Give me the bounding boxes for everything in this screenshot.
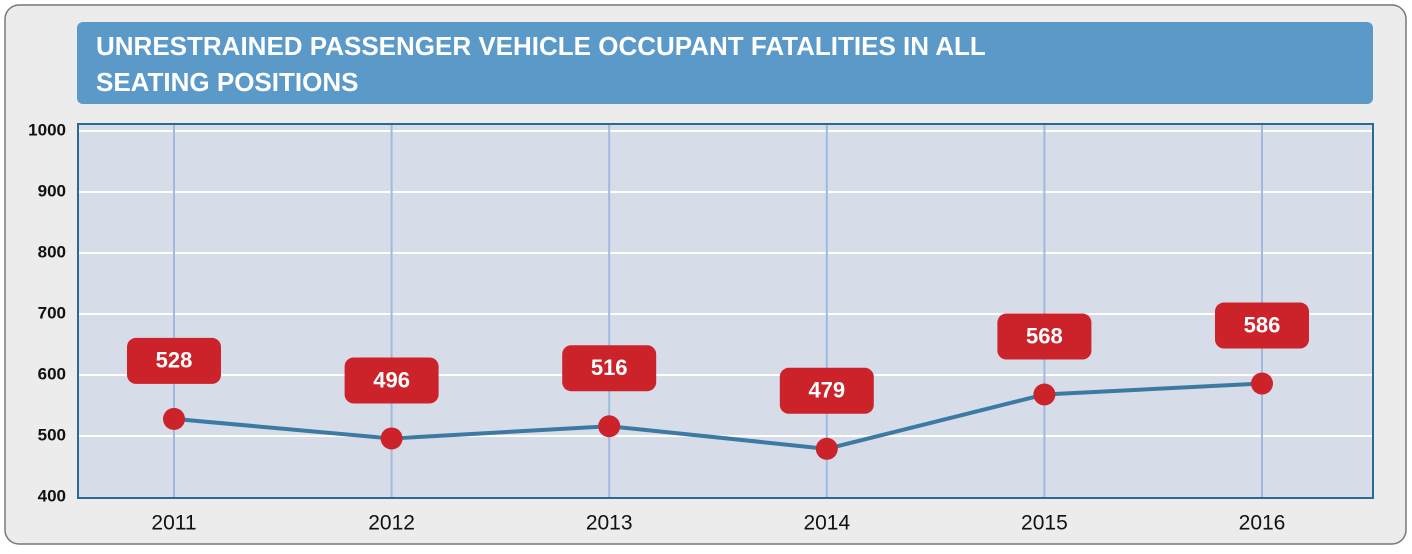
- y-tick-label: 600: [38, 364, 66, 383]
- y-tick-label: 900: [38, 181, 66, 200]
- y-tick-label: 400: [38, 486, 66, 505]
- value-label: 528: [156, 348, 193, 373]
- x-tick-label: 2011: [151, 512, 196, 535]
- value-label: 586: [1244, 312, 1281, 337]
- marker: [163, 407, 185, 430]
- y-tick-label: 700: [38, 303, 66, 322]
- value-label: 568: [1026, 323, 1063, 348]
- chart-title: SEATING POSITIONS: [96, 67, 358, 97]
- marker: [1251, 372, 1273, 395]
- value-label: 479: [808, 378, 845, 403]
- label-box: [562, 345, 657, 392]
- x-tick-label: 2014: [803, 512, 850, 535]
- title-bar: [77, 22, 1373, 104]
- x-tick-label: 2016: [1239, 512, 1286, 535]
- marker: [380, 427, 403, 450]
- marker: [1033, 383, 1056, 406]
- marker: [815, 437, 838, 460]
- label-box: [1215, 302, 1309, 349]
- value-label: 496: [373, 367, 410, 392]
- marker: [598, 415, 621, 438]
- label-box: [127, 337, 221, 384]
- y-tick-label: 500: [38, 425, 66, 444]
- y-tick-label: 800: [38, 242, 66, 261]
- x-tick-label: 2015: [1021, 512, 1068, 535]
- y-tick-label: 1000: [28, 120, 66, 139]
- label-box: [779, 367, 874, 414]
- x-tick-label: 2013: [586, 512, 633, 535]
- value-label: 516: [591, 355, 628, 380]
- chart-title: UNRESTRAINED PASSENGER VEHICLE OCCUPANT …: [96, 31, 986, 61]
- line: [173, 381, 1263, 451]
- label-box: [344, 357, 439, 404]
- x-tick-label: 2012: [368, 512, 415, 535]
- label-box: [997, 313, 1092, 360]
- plot-area: [77, 123, 1374, 499]
